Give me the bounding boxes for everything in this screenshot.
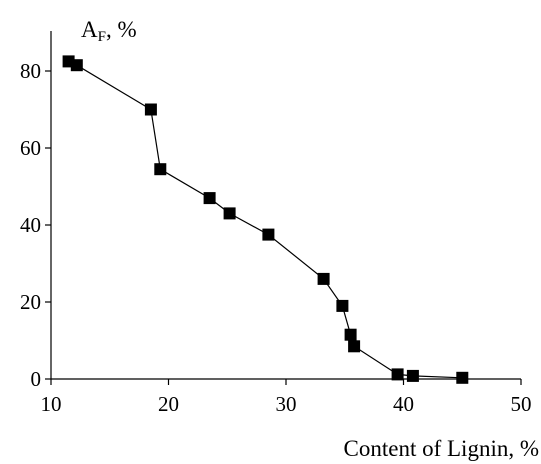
data-point <box>336 299 349 312</box>
data-point <box>317 272 330 285</box>
x-axis-ticks: 10 20 30 40 50 <box>41 379 532 416</box>
y-tick-label: 80 <box>20 59 41 83</box>
x-tick-label: 50 <box>511 392 532 416</box>
series-line <box>68 60 463 379</box>
y-tick-label: 0 <box>31 367 42 391</box>
x-tick-label: 10 <box>41 392 62 416</box>
data-point <box>391 368 404 381</box>
data-point <box>154 163 167 176</box>
x-tick-label: 20 <box>158 392 179 416</box>
x-tick-label: 40 <box>393 392 414 416</box>
data-point <box>348 340 361 353</box>
data-point <box>223 207 236 220</box>
x-tick-label: 30 <box>276 392 297 416</box>
y-tick-label: 60 <box>20 136 41 160</box>
data-point <box>203 192 216 205</box>
data-point <box>70 59 83 72</box>
y-tick-label: 20 <box>20 290 41 314</box>
data-point <box>144 103 157 116</box>
y-axis-title-main: A <box>81 17 98 42</box>
y-axis-ticks: 0 20 40 60 80 <box>20 59 51 391</box>
data-point <box>406 369 419 382</box>
data-point <box>344 328 357 341</box>
y-axis-title-subscript: F <box>98 29 106 45</box>
y-axis-title-suffix: , % <box>106 17 137 42</box>
x-axis-title: Content of Lignin, % <box>344 436 539 461</box>
y-axis-title: AF, % <box>81 17 137 45</box>
data-points <box>62 55 469 384</box>
svg-text:AF, %: AF, % <box>81 17 137 45</box>
y-tick-label: 40 <box>20 213 41 237</box>
data-point <box>262 228 275 241</box>
axis-frame <box>50 31 521 380</box>
data-point <box>456 371 469 384</box>
